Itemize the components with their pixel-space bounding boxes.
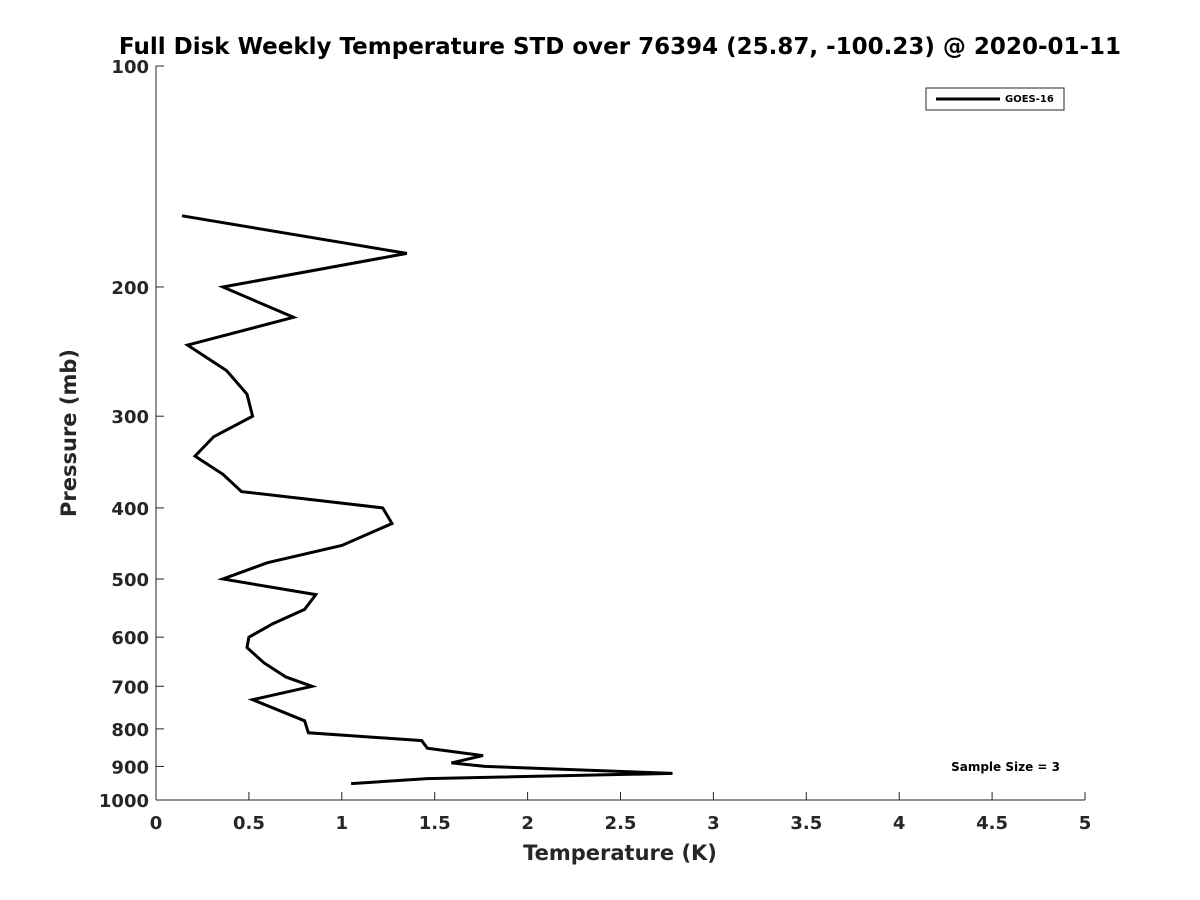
x-axis-label: Temperature (K)	[523, 841, 717, 865]
x-tick-label: 0.5	[233, 813, 265, 834]
y-tick-label: 800	[111, 720, 149, 741]
x-tick-label: 3.5	[790, 813, 822, 834]
legend-label: GOES-16	[1005, 94, 1054, 105]
y-tick-label: 300	[111, 407, 149, 428]
y-tick-label: 1000	[99, 791, 149, 812]
x-tick-label: 2.5	[605, 813, 637, 834]
x-axis-ticks: 0 0.5 1 1.5 2 2.5 3 3.5 4 4.5 5	[150, 792, 1092, 834]
y-tick-label: 900	[111, 757, 149, 778]
x-tick-label: 3	[707, 813, 720, 834]
y-axis-ticks: 100 200 300 400 500 600 700 800 900 1000	[99, 57, 164, 812]
x-tick-label: 5	[1079, 813, 1092, 834]
y-tick-label: 400	[111, 499, 149, 520]
x-tick-label: 1.5	[419, 813, 451, 834]
y-tick-label: 200	[111, 278, 149, 299]
y-tick-label: 500	[111, 570, 149, 591]
sample-size-annotation: Sample Size = 3	[951, 760, 1060, 774]
y-tick-label: 700	[111, 677, 149, 698]
chart-title: Full Disk Weekly Temperature STD over 76…	[119, 34, 1121, 60]
x-tick-label: 4.5	[976, 813, 1008, 834]
series-line-goes-16	[181, 214, 673, 786]
y-axis-label: Pressure (mb)	[57, 349, 81, 517]
x-tick-label: 1	[336, 813, 349, 834]
x-tick-label: 0	[150, 813, 163, 834]
x-tick-label: 2	[521, 813, 534, 834]
y-tick-label: 100	[111, 57, 149, 78]
y-tick-label: 600	[111, 628, 149, 649]
legend: GOES-16	[925, 87, 1065, 111]
x-tick-label: 4	[893, 813, 906, 834]
